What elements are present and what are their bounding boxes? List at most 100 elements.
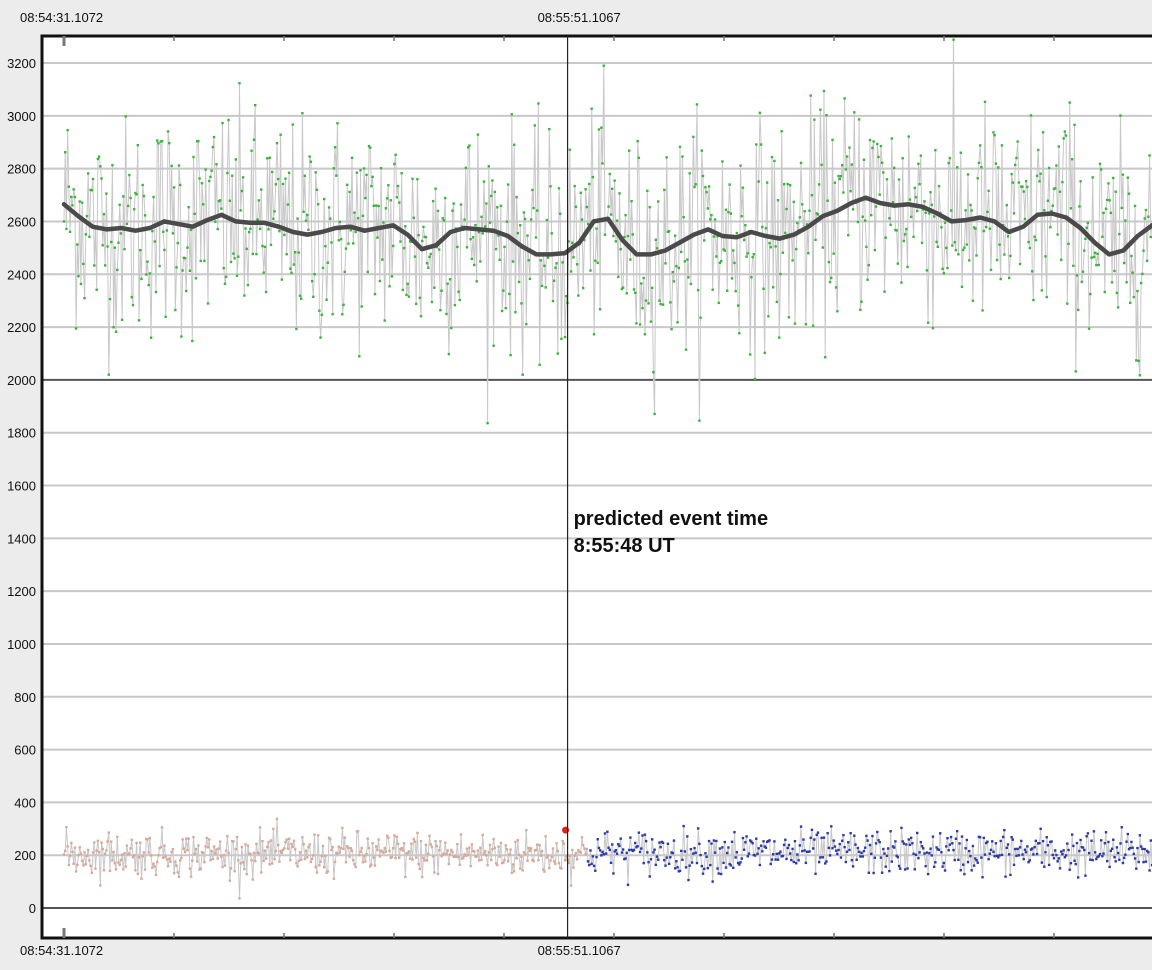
target-point-619 [811, 324, 815, 327]
target-point-869 [1114, 190, 1117, 193]
comparison-point-779 [1005, 846, 1008, 849]
target-point-889 [1138, 374, 1142, 377]
target-point-190 [292, 263, 296, 266]
comparison-point-727 [942, 861, 946, 865]
target-point-382 [525, 322, 528, 326]
comparison-point-445 [601, 850, 604, 854]
target-point-890 [1139, 281, 1143, 285]
y-tick-label-400: 400 [14, 795, 36, 810]
target-point-506 [675, 264, 678, 268]
target-point-91 [172, 186, 176, 189]
comparison-point-130 [220, 855, 223, 858]
comparison-point-389 [533, 849, 536, 852]
target-point-143 [235, 274, 239, 277]
target-point-40 [111, 163, 114, 167]
comparison-point-79 [158, 846, 161, 850]
comparison-point-149 [243, 867, 246, 871]
target-point-292 [416, 178, 419, 181]
comparison-point-831 [1068, 868, 1071, 871]
y-tick-label-2200: 2200 [7, 320, 36, 335]
comparison-point-694 [902, 842, 906, 845]
comparison-point-368 [508, 853, 511, 856]
comparison-point-603 [792, 860, 795, 864]
target-point-150 [244, 227, 247, 230]
target-point-715 [928, 212, 931, 215]
target-point-719 [932, 215, 936, 218]
comparison-point-153 [247, 852, 251, 855]
comparison-point-19 [85, 854, 89, 858]
target-point-380 [522, 211, 526, 214]
target-point-307 [434, 187, 437, 190]
comparison-point-127 [216, 857, 219, 860]
comparison-point-622 [815, 833, 818, 837]
target-point-835 [1073, 123, 1076, 127]
comparison-point-193 [296, 865, 299, 868]
comparison-point-51 [124, 865, 127, 868]
target-point-24 [91, 177, 95, 181]
target-point-234 [345, 183, 349, 187]
comparison-point-786 [1014, 847, 1017, 851]
comparison-point-425 [577, 848, 580, 852]
target-point-243 [356, 217, 360, 220]
target-point-285 [407, 295, 411, 298]
target-point-305 [431, 199, 435, 203]
target-point-775 [1000, 144, 1004, 147]
comparison-point-351 [487, 851, 490, 854]
comparison-point-112 [198, 868, 201, 871]
target-point-662 [863, 219, 867, 222]
target-point-546 [723, 249, 726, 252]
target-point-316 [445, 312, 448, 316]
target-point-392 [537, 102, 540, 105]
comparison-point-57 [131, 855, 135, 859]
target-point-727 [942, 272, 946, 275]
comparison-point-161 [257, 852, 261, 855]
comparison-point-160 [256, 851, 259, 854]
comparison-point-797 [1027, 860, 1030, 864]
target-point-277 [398, 201, 401, 204]
comparison-point-720 [934, 861, 937, 864]
comparison-point-357 [494, 862, 498, 865]
comparison-point-454 [612, 872, 615, 875]
comparison-point-625 [819, 856, 822, 859]
comparison-point-670 [873, 856, 877, 859]
comparison-point-613 [804, 861, 808, 865]
comparison-point-101 [185, 837, 188, 840]
target-point-334 [467, 146, 470, 149]
comparison-point-665 [867, 871, 871, 874]
target-point-508 [677, 266, 680, 270]
comparison-point-535 [710, 842, 713, 845]
comparison-point-491 [657, 858, 660, 861]
comparison-point-517 [688, 864, 691, 867]
comparison-point-16 [82, 864, 85, 867]
comparison-point-131 [221, 865, 224, 869]
comparison-point-105 [189, 875, 193, 878]
comparison-point-568 [750, 840, 753, 843]
target-point-346 [481, 232, 484, 235]
comparison-point-120 [208, 838, 211, 841]
target-point-602 [791, 259, 794, 262]
target-point-565 [746, 252, 749, 255]
target-point-703 [913, 186, 916, 190]
comparison-point-453 [611, 843, 614, 846]
comparison-point-134 [224, 849, 228, 852]
comparison-point-448 [604, 852, 608, 855]
comparison-point-255 [371, 842, 374, 845]
target-point-127 [216, 227, 219, 231]
target-point-556 [735, 231, 739, 235]
comparison-point-11 [76, 863, 79, 867]
target-point-372 [513, 143, 516, 146]
comparison-point-325 [456, 842, 459, 846]
comparison-point-896 [1147, 851, 1150, 854]
target-point-572 [755, 143, 758, 146]
target-point-201 [306, 213, 309, 217]
target-point-357 [494, 247, 498, 251]
target-point-90 [171, 232, 175, 235]
target-point-686 [893, 166, 896, 170]
comparison-point-626 [820, 836, 823, 840]
target-point-379 [521, 373, 524, 376]
comparison-point-580 [764, 846, 768, 849]
comparison-point-550 [728, 862, 731, 866]
comparison-point-145 [238, 897, 241, 900]
comparison-point-743 [962, 863, 965, 866]
comparison-point-707 [918, 851, 921, 854]
